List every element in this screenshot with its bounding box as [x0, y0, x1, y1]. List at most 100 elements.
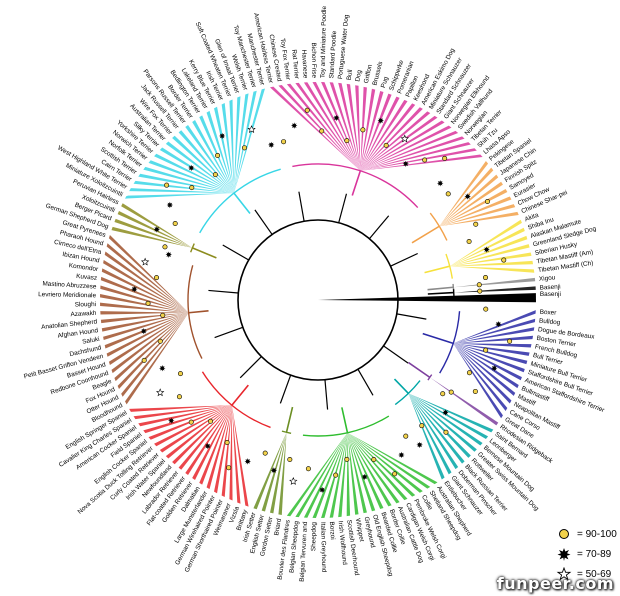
clade-wedges: [100, 82, 536, 518]
support-star: [290, 478, 297, 485]
support-circle: [161, 313, 165, 317]
support-circle: [242, 146, 246, 150]
root-branch: [369, 216, 388, 239]
support-circle: [449, 390, 453, 394]
leaf-wedge: [439, 212, 518, 226]
support-circle: [473, 389, 477, 393]
support-circle: [319, 129, 323, 133]
clade-branch: [412, 226, 439, 243]
clade-branch: [408, 363, 429, 378]
support-circle: [404, 434, 408, 438]
breed-label: Bichon Frise: [310, 42, 318, 78]
support-burst: [131, 286, 137, 292]
leaf-wedge: [199, 405, 232, 484]
support-burst: [159, 365, 165, 371]
support-burst: [361, 474, 367, 480]
breed-label: Bulldog: [539, 318, 561, 327]
support-burst: [291, 122, 297, 128]
support-circle: [442, 156, 446, 160]
support-burst: [271, 467, 277, 473]
breed-label: Boxer: [539, 309, 557, 317]
support-burst: [442, 409, 448, 415]
basal-wedge: [318, 293, 536, 302]
breed-label: Dog: [354, 69, 363, 82]
support-circle: [345, 457, 349, 461]
breed-label: Komondor: [68, 262, 99, 273]
support-burst: [168, 417, 174, 423]
circle-icon: [556, 527, 574, 541]
breed-label: Standard Poodle: [328, 30, 338, 78]
support-circle: [483, 348, 487, 352]
breed-label: Kuvasz: [76, 273, 98, 282]
support-circle: [478, 289, 482, 293]
leaf-wedge: [453, 343, 511, 403]
support-burst: [245, 458, 251, 464]
support-star: [248, 126, 255, 133]
breed-label: Italian Greyhound: [319, 522, 327, 573]
breed-label: Mastino Abruzzese: [42, 280, 97, 290]
breed-label: Xigou: [539, 274, 556, 283]
support-circle: [208, 419, 212, 423]
leaf-wedge: [408, 393, 470, 457]
clade-branch: [232, 385, 248, 405]
support-burst: [491, 365, 497, 371]
support-burst: [154, 226, 160, 232]
support-circle: [288, 457, 292, 461]
clade-branch: [234, 193, 250, 213]
leaf-wedge: [453, 278, 535, 287]
root-branch: [339, 194, 347, 223]
root-branch: [280, 375, 290, 403]
support-circle: [164, 183, 168, 187]
support-circle: [392, 472, 396, 476]
root-branch: [358, 369, 373, 395]
breed-label: Belgian Tervuren and: [299, 521, 309, 582]
leaf-wedge: [121, 313, 188, 397]
support-circle: [484, 307, 488, 311]
support-circle: [158, 339, 162, 343]
legend-row-70-89: = 70-89: [556, 544, 620, 564]
support-burst: [403, 161, 409, 167]
support-circle: [263, 451, 267, 455]
support-circle: [333, 473, 337, 477]
support-burst: [398, 452, 404, 458]
clade-branch: [428, 293, 454, 294]
breed-label: Basenji: [540, 291, 561, 298]
leaf-wedge: [347, 433, 366, 513]
leaf-wedge: [450, 266, 535, 273]
clade-branch: [423, 334, 453, 344]
breed-label: Sheepdog: [310, 521, 318, 551]
leaf-wedge: [112, 313, 189, 373]
support-burst: [188, 165, 194, 171]
root-branch: [208, 290, 238, 293]
support-circle: [305, 108, 309, 112]
leaf-wedge: [453, 343, 531, 347]
clade-branch: [394, 379, 408, 393]
support-burst: [464, 193, 470, 199]
leaf-wedge: [287, 433, 348, 516]
support-circle: [163, 245, 167, 249]
root-branch: [384, 346, 409, 363]
support-circle: [146, 301, 150, 305]
breed-label: Borzoi: [328, 521, 336, 540]
breed-label: Levriero Meridionale: [38, 291, 96, 299]
support-star: [142, 258, 149, 265]
support-burst: [378, 117, 384, 123]
support-circle: [441, 392, 445, 396]
legend-label: = 70-89: [577, 549, 611, 560]
clade-branch: [352, 171, 360, 196]
support-circle: [213, 172, 217, 176]
leaf-wedge: [450, 236, 528, 266]
clade-branch: [192, 248, 216, 258]
leaf-wedge: [408, 393, 464, 463]
leaf-wedge: [454, 286, 536, 292]
support-circle: [306, 467, 310, 471]
support-circle: [281, 139, 285, 143]
leaf-wedge: [304, 82, 360, 171]
support-circle: [467, 239, 471, 243]
leaf-wedge: [360, 154, 482, 170]
support-circle: [444, 430, 448, 434]
leaf-wedge: [234, 96, 241, 193]
support-circle: [420, 423, 424, 427]
support-circle: [361, 128, 365, 132]
support-circle: [422, 158, 426, 162]
